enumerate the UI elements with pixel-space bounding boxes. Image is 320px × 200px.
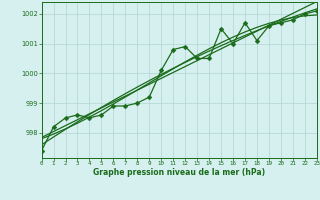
X-axis label: Graphe pression niveau de la mer (hPa): Graphe pression niveau de la mer (hPa) bbox=[93, 168, 265, 177]
